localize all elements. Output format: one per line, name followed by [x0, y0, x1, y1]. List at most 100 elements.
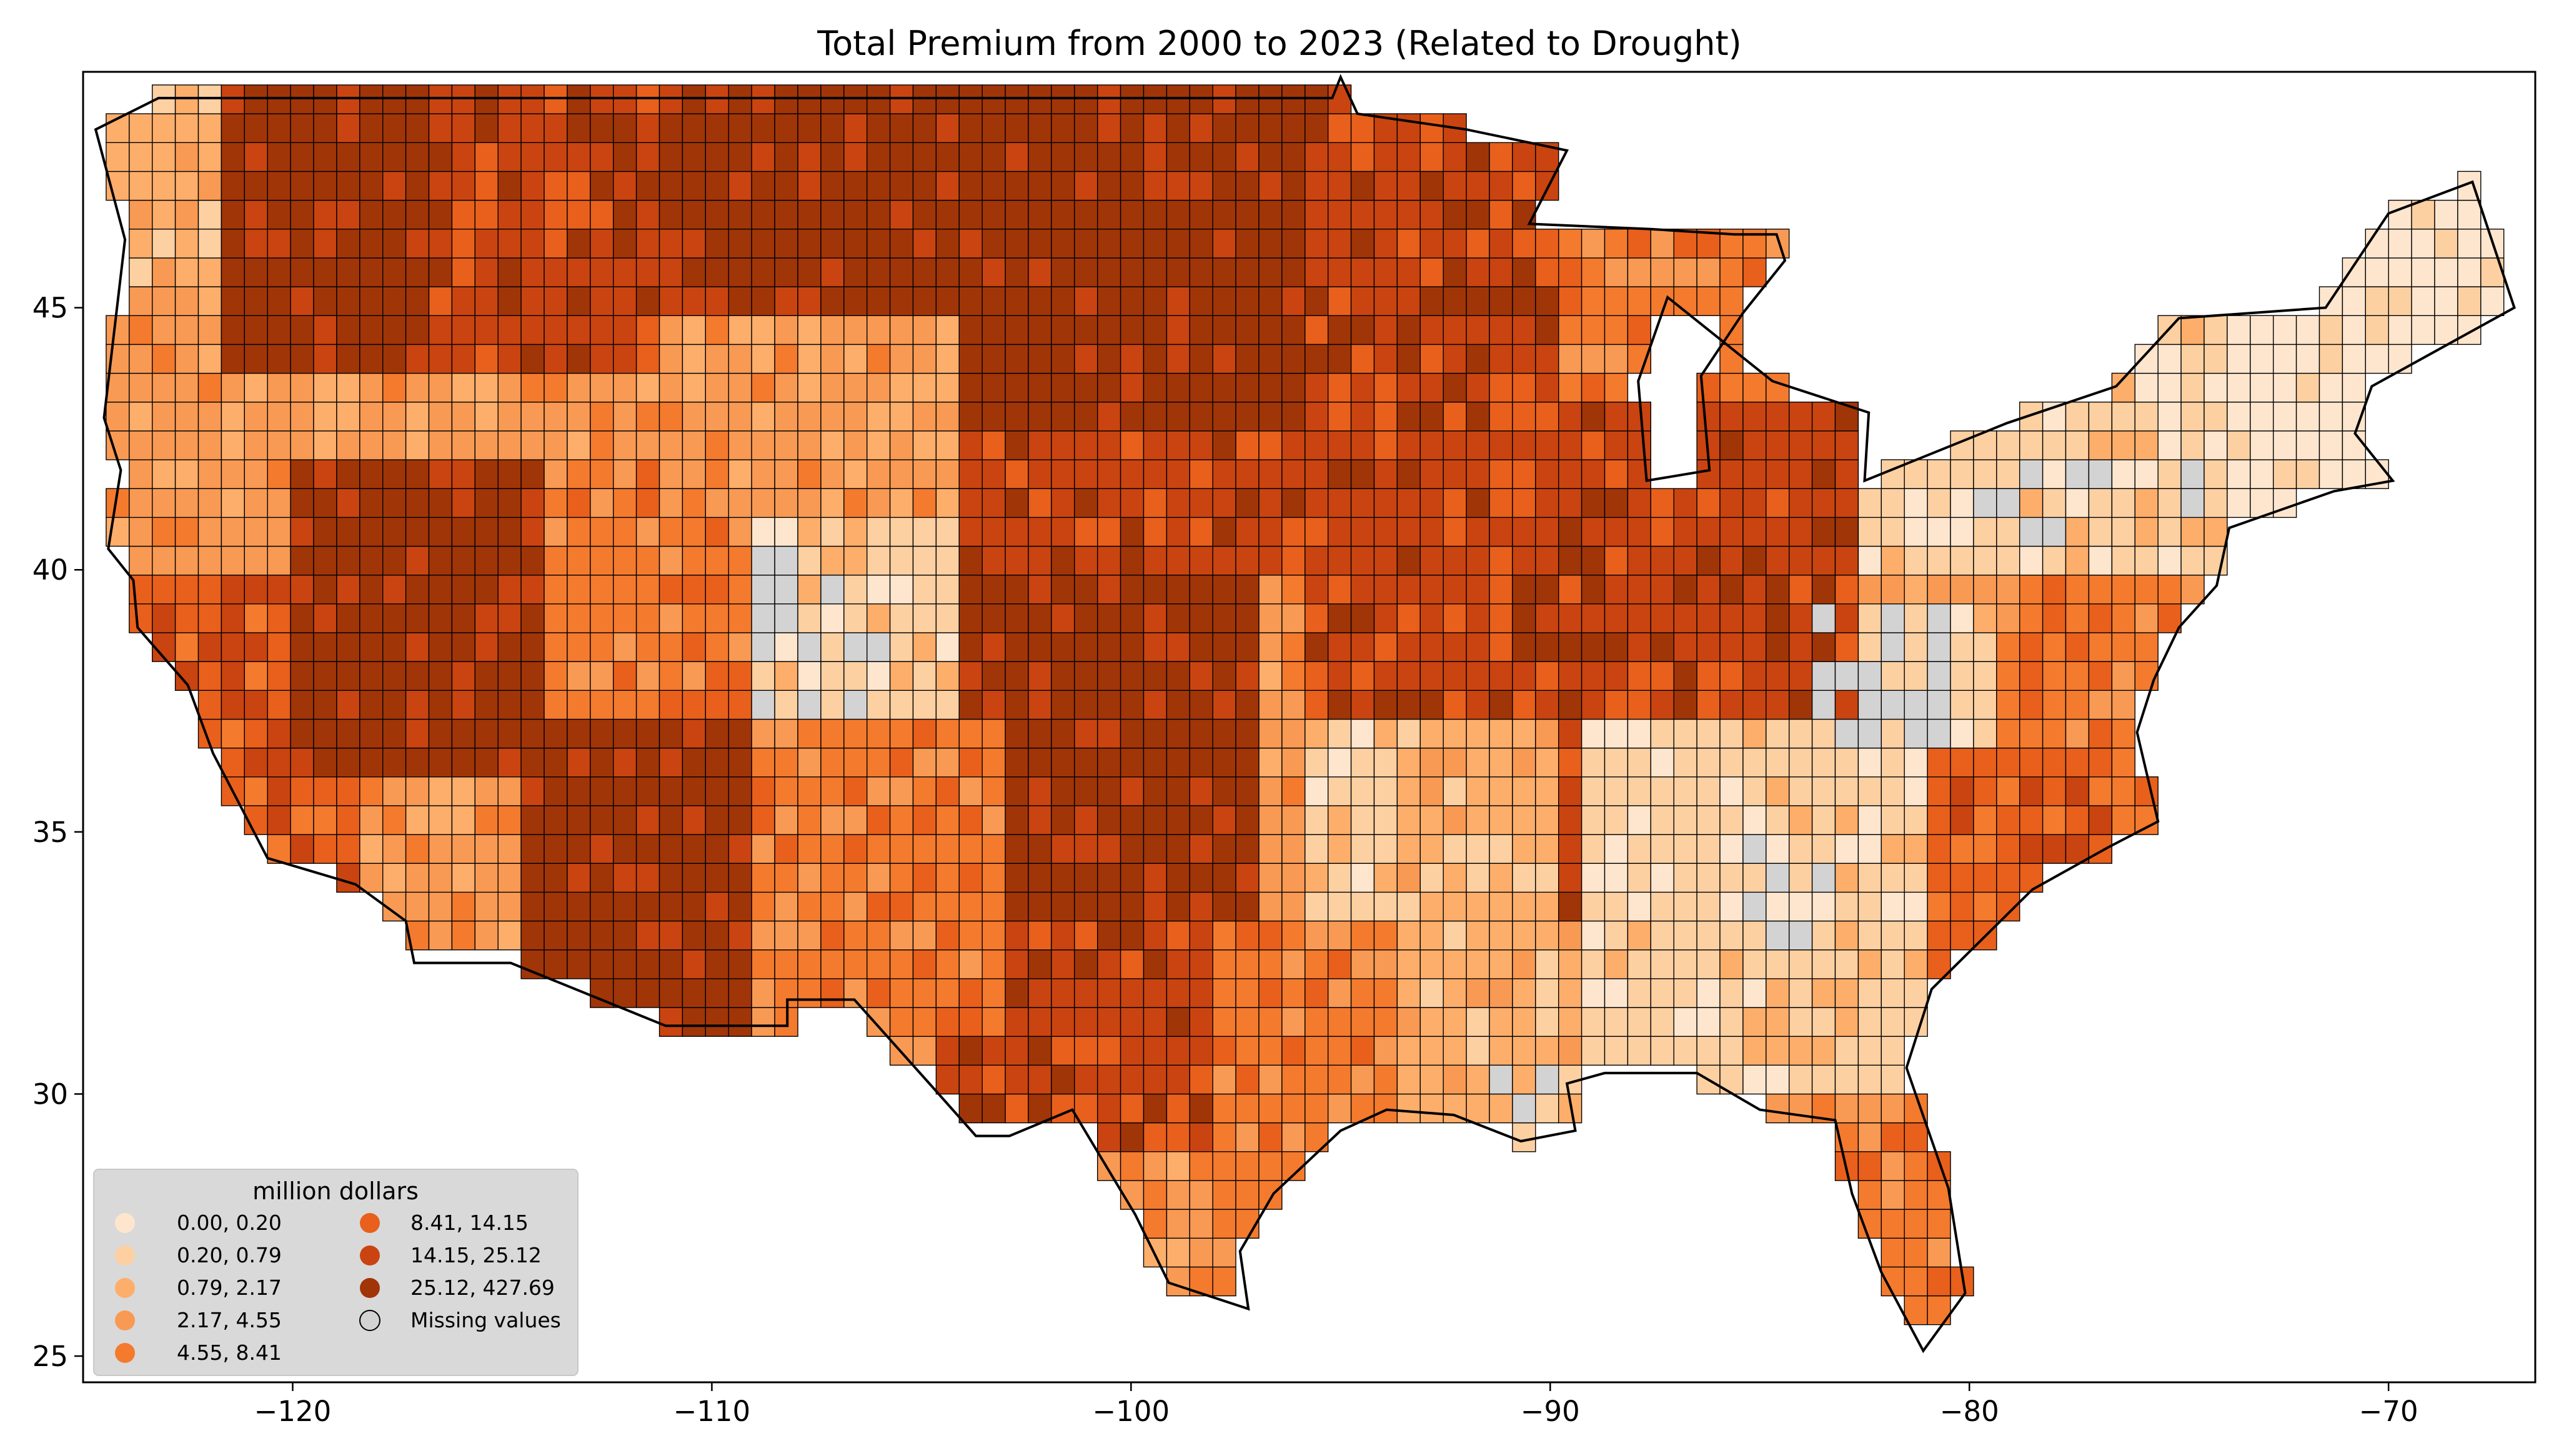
county-cell	[1096, 1036, 1121, 1066]
county-cell	[1212, 257, 1236, 287]
county-cell	[1051, 574, 1075, 605]
county-cell	[1028, 863, 1052, 893]
county-cell	[2088, 545, 2112, 576]
county-cell	[1096, 1064, 1121, 1095]
county-cell	[1489, 920, 1513, 951]
county-cell	[1005, 718, 1029, 749]
county-cell	[1281, 690, 1306, 720]
county-cell	[866, 603, 891, 633]
county-cell	[2411, 257, 2435, 287]
county-cell	[728, 776, 752, 806]
county-cell	[1143, 229, 1168, 259]
county-cell	[958, 315, 983, 345]
county-cell	[2042, 517, 2067, 547]
county-cell	[313, 747, 337, 778]
county-cell	[1419, 229, 1444, 259]
county-cell	[1834, 776, 1859, 806]
county-cell	[1604, 661, 1629, 691]
county-cell	[1028, 257, 1052, 287]
county-cell	[1120, 1007, 1145, 1037]
county-cell	[1581, 286, 1606, 317]
county-cell	[751, 171, 775, 201]
county-cell	[382, 315, 407, 345]
county-cell	[2250, 430, 2274, 460]
county-cell	[1857, 1093, 1882, 1124]
county-cell	[751, 402, 775, 432]
county-cell	[428, 488, 453, 518]
county-cell	[590, 315, 614, 345]
county-cell	[1281, 488, 1306, 518]
county-cell	[981, 805, 1006, 835]
county-cell	[567, 113, 591, 144]
county-cell	[1166, 315, 1191, 345]
county-cell	[2042, 776, 2067, 806]
county-cell	[1074, 402, 1098, 432]
county-cell	[2019, 459, 2044, 489]
county-cell	[497, 199, 522, 230]
county-cell	[1466, 776, 1490, 806]
county-cell	[1650, 834, 1674, 864]
county-cell	[1189, 1237, 1213, 1268]
county-cell	[613, 171, 637, 201]
county-cell	[1350, 1093, 1375, 1124]
county-cell	[106, 315, 130, 345]
county-cell	[1028, 171, 1052, 201]
county-cell	[497, 747, 522, 778]
county-cell	[1650, 747, 1674, 778]
county-cell	[567, 891, 591, 922]
county-cell	[728, 920, 752, 951]
county-cell	[590, 459, 614, 489]
county-cell	[267, 574, 291, 605]
county-cell	[1304, 920, 1329, 951]
county-cell	[1166, 229, 1191, 259]
county-cell	[1535, 949, 1559, 979]
county-cell	[1788, 747, 1813, 778]
county-cell	[866, 834, 891, 864]
county-cell	[1281, 718, 1306, 749]
county-cell	[567, 949, 591, 979]
county-cell	[1051, 171, 1075, 201]
county-cell	[151, 344, 176, 374]
county-cell	[1028, 84, 1052, 114]
county-cell	[1096, 834, 1121, 864]
legend-marker	[115, 1278, 135, 1298]
county-cell	[1189, 690, 1213, 720]
county-cell	[1904, 978, 1928, 1008]
county-cell	[244, 459, 268, 489]
county-cell	[544, 574, 568, 605]
county-cell	[843, 574, 868, 605]
county-cell	[1143, 344, 1168, 374]
county-cell	[635, 949, 660, 979]
county-cell	[451, 863, 476, 893]
county-cell	[497, 229, 522, 259]
county-cell	[428, 315, 453, 345]
county-cell	[774, 776, 798, 806]
county-cell	[1350, 863, 1375, 893]
county-cell	[1143, 1151, 1168, 1181]
county-cell	[843, 863, 868, 893]
county-cell	[1096, 257, 1121, 287]
county-cell	[221, 488, 245, 518]
county-cell	[613, 776, 637, 806]
county-cell	[2134, 430, 2159, 460]
county-cell	[1327, 199, 1352, 230]
county-cell	[1143, 286, 1168, 317]
county-cell	[658, 286, 683, 317]
county-cell	[682, 978, 707, 1008]
county-cell	[405, 776, 430, 806]
county-cell	[1189, 402, 1213, 432]
county-cell	[497, 459, 522, 489]
county-cell	[1258, 1180, 1283, 1210]
county-cell	[1512, 603, 1536, 633]
county-cell	[1419, 113, 1444, 144]
county-cell	[912, 747, 937, 778]
county-cell	[1419, 661, 1444, 691]
county-cell	[497, 863, 522, 893]
county-cell	[1028, 574, 1052, 605]
county-cell	[1742, 402, 1767, 432]
county-cell	[2111, 517, 2135, 547]
county-cell	[1512, 1122, 1536, 1152]
county-cell	[1950, 661, 1974, 691]
county-cell	[1258, 718, 1283, 749]
county-cell	[1258, 661, 1283, 691]
